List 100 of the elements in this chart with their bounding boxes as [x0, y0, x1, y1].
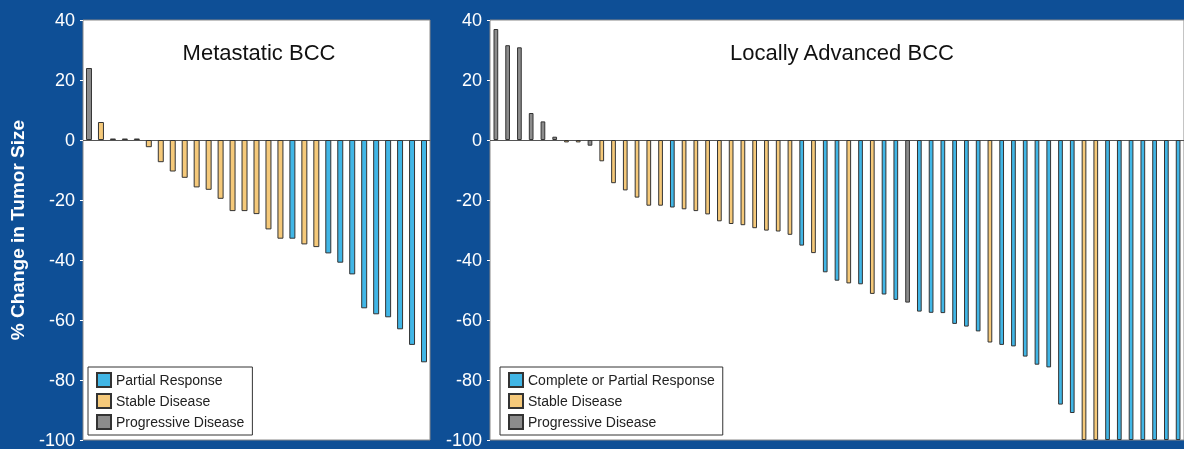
bar: [1175, 140, 1181, 440]
y-tick-label: 0: [64, 130, 75, 150]
y-tick-label: 20: [54, 70, 75, 90]
bar: [881, 140, 887, 295]
bar: [658, 140, 663, 206]
bar: [1022, 140, 1028, 357]
bar: [846, 140, 852, 284]
bar: [277, 140, 284, 239]
bar: [799, 140, 805, 246]
legend-label: Partial Response: [116, 372, 223, 388]
bar: [1105, 140, 1110, 440]
y-tick-label: -80: [455, 370, 482, 390]
bar: [916, 140, 922, 312]
bar: [385, 140, 392, 318]
bar: [822, 140, 828, 273]
bar: [528, 113, 534, 140]
bar: [421, 140, 428, 363]
bar: [775, 140, 781, 232]
bar: [1164, 140, 1169, 440]
bar: [217, 140, 224, 199]
bar: [669, 140, 675, 208]
legend-label: Progressive Disease: [528, 414, 657, 430]
bar: [85, 68, 92, 140]
legend-label: Stable Disease: [116, 393, 211, 409]
bar: [693, 140, 699, 212]
bar: [145, 140, 152, 148]
bar: [764, 140, 769, 231]
y-tick-label: 20: [461, 70, 482, 90]
bar: [1116, 140, 1122, 440]
bar: [181, 140, 188, 178]
y-tick-label: 0: [471, 130, 482, 150]
bar: [952, 140, 957, 324]
bar: [337, 140, 344, 263]
bar: [1011, 140, 1016, 347]
bar: [265, 140, 272, 230]
bar: [928, 140, 934, 313]
y-tick-label: -100: [445, 430, 482, 449]
bar: [540, 121, 546, 140]
legend-label: Complete or Partial Response: [528, 372, 715, 388]
bar: [325, 140, 332, 254]
bar: [1152, 140, 1157, 440]
bar: [940, 140, 946, 314]
bar: [858, 140, 863, 285]
legend-label: Progressive Disease: [116, 414, 245, 430]
bar: [811, 140, 816, 254]
bar: [834, 140, 840, 281]
y-tick-label: -60: [48, 310, 75, 330]
bar: [289, 140, 296, 239]
bar: [705, 140, 710, 215]
y-tick-label: 40: [461, 10, 482, 30]
bar: [1081, 140, 1087, 440]
bar: [1069, 140, 1075, 413]
y-tick-label: -20: [455, 190, 482, 210]
bar: [313, 140, 320, 248]
bar: [599, 140, 605, 162]
bar: [1140, 140, 1146, 440]
bar: [97, 122, 104, 140]
y-tick-label: -80: [48, 370, 75, 390]
bar: [517, 47, 522, 140]
bar: [1046, 140, 1052, 368]
bar: [241, 140, 248, 212]
bar: [587, 140, 593, 146]
bar: [646, 140, 652, 206]
bar: [717, 140, 722, 222]
bar: [728, 140, 734, 224]
bar: [301, 140, 308, 245]
bar: [975, 140, 981, 332]
bar: [740, 140, 746, 226]
y-axis-title: % Change in Tumor Size: [7, 119, 28, 341]
bar: [505, 45, 510, 140]
bar: [409, 140, 416, 345]
bar: [787, 140, 793, 235]
legend-label: Stable Disease: [528, 393, 623, 409]
text: Locally Advanced BCC: [730, 39, 955, 65]
bar: [193, 140, 200, 188]
bar: [634, 140, 640, 198]
bar: [349, 140, 356, 275]
bar: [611, 140, 616, 184]
bar: [169, 140, 176, 172]
bar: [622, 140, 628, 191]
bar: [964, 140, 969, 327]
bar: [157, 140, 164, 163]
bar: [681, 140, 687, 210]
bar: [493, 29, 499, 140]
bar: [552, 136, 558, 140]
bar: [869, 140, 875, 294]
bar: [999, 140, 1005, 345]
bar: [1093, 140, 1099, 440]
bar: [253, 140, 260, 215]
y-tick-label: -60: [455, 310, 482, 330]
bar: [397, 140, 404, 330]
bar: [1058, 140, 1063, 405]
bar: [893, 140, 899, 300]
y-tick-label: -20: [48, 190, 75, 210]
bar: [1128, 140, 1134, 440]
bar: [229, 140, 236, 212]
bar: [1034, 140, 1040, 365]
bar: [373, 140, 380, 315]
bar: [987, 140, 993, 343]
bar: [905, 140, 910, 303]
